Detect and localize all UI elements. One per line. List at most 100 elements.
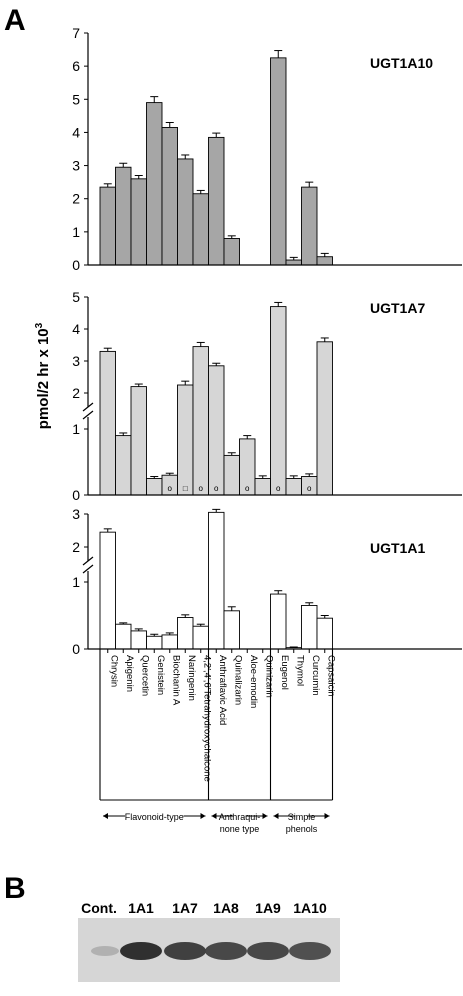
bar-ugt1a10-1 (115, 166, 132, 266)
category-label-14: Capsaicin (325, 655, 336, 697)
gel-band-1 (120, 942, 162, 960)
bar-marker-13: o (307, 484, 312, 493)
y-tick-label-ugt1a1: 3 (72, 506, 80, 522)
category-label-1: Apigenin (124, 655, 135, 692)
gel-image (78, 918, 340, 982)
chart-title-ugt1a10: UGT1A10 (370, 55, 433, 71)
bar-ugt1a7-7 (208, 365, 225, 496)
y-tick-label-ugt1a10: 7 (72, 25, 80, 41)
bar-ugt1a1-3 (146, 635, 163, 650)
category-label-4: Biochanin A (170, 655, 181, 706)
shared-y-axis-label: pmol/2 hr x 103 (34, 322, 52, 429)
category-label-8: Quinalizarin (232, 655, 243, 705)
bar-ugt1a1-2 (130, 630, 147, 650)
y-tick-label-ugt1a10: 6 (72, 58, 80, 74)
category-labels: Chrysin Apigenin Quercetin Genistein Biochan… (107, 649, 336, 782)
bar-ugt1a1-1 (115, 623, 132, 650)
category-label-0: Chrysin (108, 655, 119, 687)
bar-ugt1a10-13 (301, 186, 318, 266)
bar-marker-5: □ (183, 484, 188, 493)
bar-ugt1a7-8 (223, 454, 240, 496)
bar-ugt1a1-6 (192, 625, 209, 650)
bar-marker-9: o (245, 484, 250, 493)
category-label-5: Naringenin (186, 655, 197, 701)
chart-ugt1a10: 0 1 2 3 4 5 6 7 UGT1A10 (72, 25, 462, 273)
bar-ugt1a10-3 (146, 102, 163, 266)
bar-ugt1a7-11 (270, 306, 287, 496)
gel-lane-label-2: 1A7 (172, 900, 198, 916)
bar-ugt1a10-8 (223, 238, 240, 266)
y-tick-label-ugt1a1: 0 (72, 641, 80, 657)
bar-ugt1a10-11 (270, 57, 287, 266)
group-label-1: none type (220, 824, 260, 834)
y-tick-label-ugt1a10: 4 (72, 124, 80, 140)
bar-ugt1a7-3 (146, 478, 163, 496)
bar-ugt1a1-13 (301, 605, 318, 650)
bar-ugt1a7-2 (130, 386, 147, 496)
y-tick-label-ugt1a7: 3 (72, 353, 80, 369)
gel-band-0 (91, 946, 119, 956)
gel-band-2 (164, 942, 206, 960)
bar-ugt1a1-8 (223, 610, 240, 650)
axis-break-mark (82, 410, 94, 420)
group-arrowhead-right (200, 813, 206, 819)
category-label-12: Thymol (294, 655, 305, 686)
bar-ugt1a7-5 (177, 384, 194, 496)
bar-ugt1a10-2 (130, 178, 147, 266)
bar-ugt1a7-0 (99, 350, 116, 496)
y-tick-label-ugt1a1: 1 (72, 574, 80, 590)
group-label-2: Simple (288, 812, 316, 822)
bar-ugt1a10-14 (316, 256, 333, 266)
chart-ugt1a7: o □ o o o o o 0 1 2 3 4 5 UGT1A7 (72, 289, 462, 503)
axis-break-mark (82, 556, 94, 566)
bar-ugt1a10-4 (161, 127, 178, 266)
bar-ugt1a7-6 (192, 346, 209, 496)
y-tick-label-ugt1a7: 1 (72, 421, 80, 437)
y-tick-label-ugt1a7: 4 (72, 321, 80, 337)
gel-lane-label-1: 1A1 (128, 900, 154, 916)
gel-lane-label-4: 1A9 (255, 900, 281, 916)
bar-ugt1a10-5 (177, 158, 194, 266)
gel-lane-label-3: 1A8 (213, 900, 239, 916)
chart-title-ugt1a7: UGT1A7 (370, 300, 425, 316)
category-label-11: Eugenol (279, 655, 290, 690)
bar-ugt1a1-11 (270, 593, 287, 650)
bar-ugt1a10-7 (208, 136, 225, 266)
y-tick-label-ugt1a7: 2 (72, 385, 80, 401)
axis-break-mark (82, 564, 94, 574)
bar-marker-11: o (276, 484, 281, 493)
category-label-2: Quercetin (139, 655, 150, 696)
bar-ugt1a7-1 (115, 435, 132, 496)
axis-break-mark (82, 402, 94, 412)
bar-ugt1a7-14 (316, 341, 333, 496)
bar-ugt1a1-4 (161, 634, 178, 650)
bar-marker-4: o (168, 484, 173, 493)
bar-ugt1a1-14 (316, 617, 333, 650)
bar-marker-6: o (199, 484, 204, 493)
category-label-13: Curcumin (310, 655, 321, 696)
y-tick-label-ugt1a10: 0 (72, 257, 80, 273)
bar-ugt1a10-6 (192, 193, 209, 266)
category-label-6: 4,2′,4′,6′Tetrahydroxychalcone (201, 655, 212, 782)
group-label-2: phenols (286, 824, 318, 834)
bar-ugt1a7-12 (285, 478, 302, 496)
y-tick-label-ugt1a7: 5 (72, 289, 80, 305)
group-label-0: Flavonoid-type (125, 812, 184, 822)
y-tick-label-ugt1a7: 0 (72, 487, 80, 503)
gel-lane-label-0: Cont. (81, 900, 117, 916)
bar-ugt1a1-5 (177, 617, 194, 650)
gel-lane-label-5: 1A10 (293, 900, 327, 916)
bar-ugt1a10-12 (285, 259, 302, 266)
category-label-10: Quinizarin (263, 655, 274, 698)
y-tick-label-ugt1a10: 5 (72, 91, 80, 107)
group-brackets: Flavonoid-type Anthraqui-none type Simple p… (99, 649, 334, 834)
bar-ugt1a1-0 (99, 531, 116, 650)
panel-label-b: B (4, 872, 26, 905)
group-arrowhead-left (211, 813, 217, 819)
gel-band-4 (247, 942, 289, 960)
y-tick-label-ugt1a10: 2 (72, 191, 80, 207)
y-tick-label-ugt1a10: 1 (72, 224, 80, 240)
bar-ugt1a7-10 (254, 478, 271, 496)
gel-band-3 (205, 942, 247, 960)
